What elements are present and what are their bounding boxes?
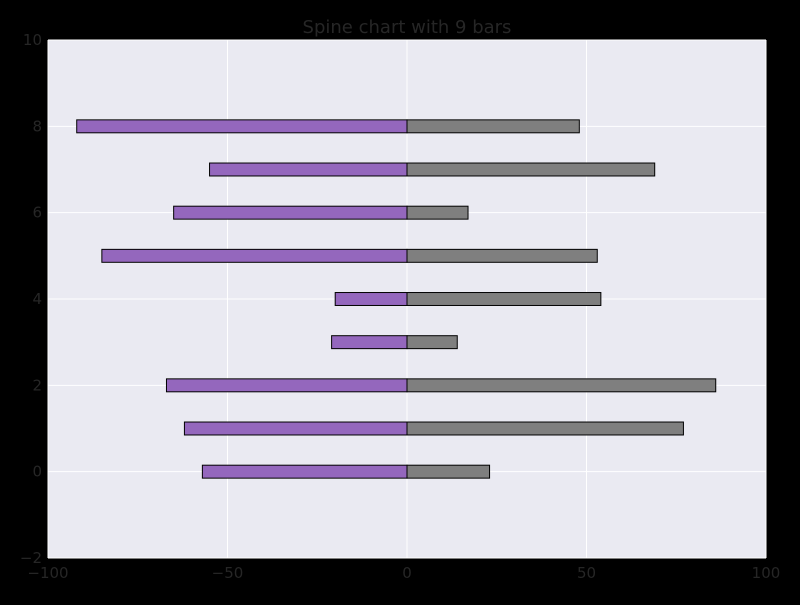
bar-negative (173, 205, 408, 220)
bar-positive (406, 335, 458, 350)
x-axis-ticks: −100 −50 0 50 100 (27, 564, 780, 582)
bar-negative (183, 421, 408, 436)
x-tick-label: 100 (752, 564, 781, 582)
y-tick-label: −2 (20, 549, 42, 567)
bar-positive (406, 421, 684, 436)
y-tick-label: 2 (32, 376, 42, 394)
bar-negative (201, 464, 408, 479)
y-axis-ticks: −2 0 2 4 6 8 10 (20, 31, 42, 567)
bar-negative (334, 292, 408, 306)
x-tick-label: −100 (27, 564, 68, 582)
y-tick-label: 4 (32, 290, 42, 308)
y-tick-label: 6 (32, 204, 42, 222)
bar-positive (406, 292, 602, 306)
bar-negative (101, 248, 408, 263)
bar-negative (209, 162, 408, 177)
y-tick-label: 0 (32, 463, 42, 481)
bars (76, 119, 717, 479)
bar-positive (406, 205, 469, 220)
bar-positive (406, 119, 580, 134)
chart-title: Spine chart with 9 bars (303, 17, 512, 38)
bar-positive (406, 162, 656, 177)
bar-positive (406, 378, 717, 393)
bar-positive (406, 248, 598, 263)
bar-negative (76, 119, 408, 134)
y-tick-label: 10 (23, 31, 42, 49)
bar-negative (331, 335, 408, 350)
x-tick-label: 0 (402, 564, 412, 582)
bar-positive (406, 464, 491, 479)
x-tick-label: −50 (212, 564, 244, 582)
y-tick-label: 8 (32, 117, 42, 135)
bar-negative (165, 378, 408, 393)
x-tick-label: 50 (577, 564, 596, 582)
